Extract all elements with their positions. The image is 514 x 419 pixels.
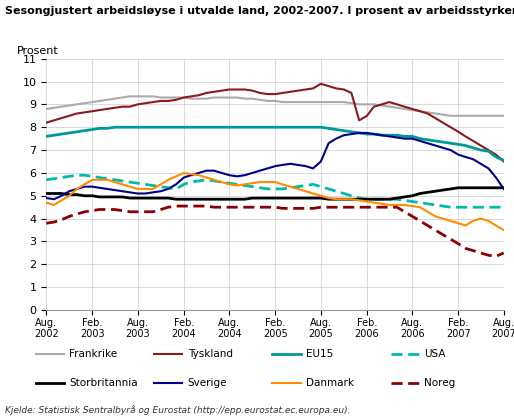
Text: Sesongjustert arbeidsløyse i utvalde land, 2002-2007. I prosent av arbeidsstyrke: Sesongjustert arbeidsløyse i utvalde lan… — [5, 6, 514, 16]
Text: Tyskland: Tyskland — [188, 349, 233, 359]
Text: Kjelde: Statistisk Sentralbyrå og Eurostat (http://epp.eurostat.ec.europa.eu).: Kjelde: Statistisk Sentralbyrå og Eurost… — [5, 405, 351, 415]
Line: Tyskland: Tyskland — [46, 84, 504, 161]
Line: Danmark: Danmark — [46, 173, 504, 230]
Text: Sverige: Sverige — [188, 378, 227, 388]
Line: Noreg: Noreg — [46, 206, 504, 256]
Line: Storbritannia: Storbritannia — [46, 188, 504, 199]
Line: EU15: EU15 — [46, 127, 504, 160]
Text: Storbritannia: Storbritannia — [69, 378, 138, 388]
Line: USA: USA — [46, 175, 504, 207]
Text: Danmark: Danmark — [306, 378, 354, 388]
Text: USA: USA — [424, 349, 446, 359]
Text: Frankrike: Frankrike — [69, 349, 118, 359]
Text: EU15: EU15 — [306, 349, 333, 359]
Text: Noreg: Noreg — [424, 378, 455, 388]
Line: Frankrike: Frankrike — [46, 96, 504, 116]
Text: Prosent: Prosent — [16, 46, 58, 56]
Line: Sverige: Sverige — [46, 133, 504, 199]
